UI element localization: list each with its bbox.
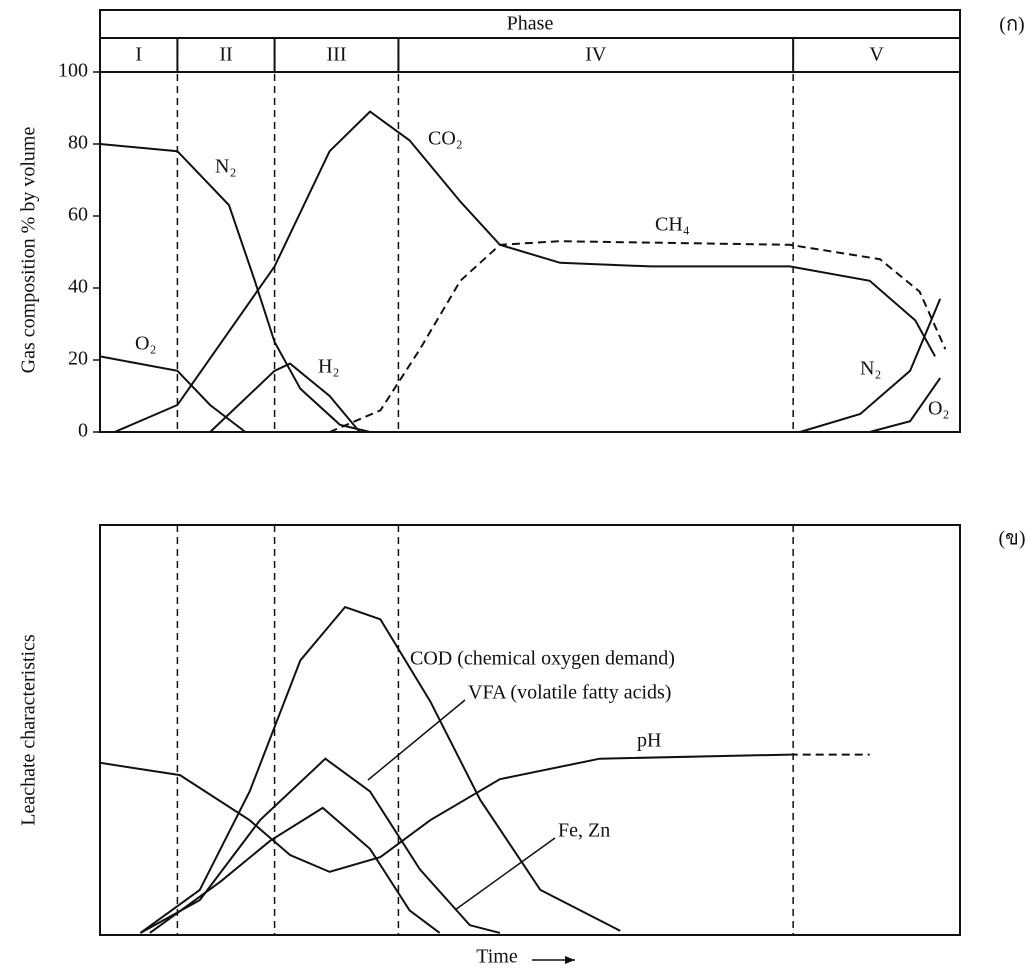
series-line [100, 755, 790, 872]
series-line [330, 241, 946, 432]
plot-frame [100, 10, 960, 432]
y-tick-label: 60 [68, 204, 88, 226]
y-axis-label: Leachate characteristics [18, 634, 40, 826]
series-label: pH [637, 730, 661, 752]
panel-label: (ก) [999, 14, 1024, 36]
series-label: N₂ [860, 358, 881, 380]
phase-label: III [327, 44, 347, 66]
series-label: N₂ [215, 156, 236, 178]
phase-label: V [869, 44, 884, 66]
series-label: CH₄ [655, 214, 690, 236]
y-tick-label: 100 [58, 60, 88, 82]
series-label: COD (chemical oxygen demand) [410, 648, 675, 670]
series-line [100, 356, 245, 432]
y-tick-label: 40 [68, 276, 88, 298]
leader-line [455, 838, 555, 910]
y-axis-label: Gas composition % by volume [18, 127, 40, 374]
y-tick-label: 0 [78, 420, 88, 442]
phase-label: II [219, 44, 232, 66]
series-label: H₂ [318, 356, 339, 378]
series-label: VFA (volatile fatty acids) [468, 682, 671, 704]
series-line [150, 808, 440, 933]
series-label: Fe, Zn [558, 820, 610, 842]
phase-label: IV [585, 44, 607, 66]
y-tick-label: 80 [68, 132, 88, 154]
series-line [115, 112, 935, 432]
series-label: CO₂ [428, 128, 463, 150]
y-tick-label: 20 [68, 348, 88, 370]
series-label: O₂ [135, 333, 156, 355]
time-arrow-head [565, 956, 575, 964]
figure: (ก) (ข) Gas composition % by volume Leac… [0, 0, 1036, 970]
series-line [100, 144, 370, 432]
phase-title: Phase [507, 13, 554, 35]
series-label: O₂ [928, 398, 949, 420]
x-axis-label: Time [476, 946, 518, 968]
phase-label: I [135, 44, 142, 66]
panel-label: (ข) [999, 528, 1026, 550]
